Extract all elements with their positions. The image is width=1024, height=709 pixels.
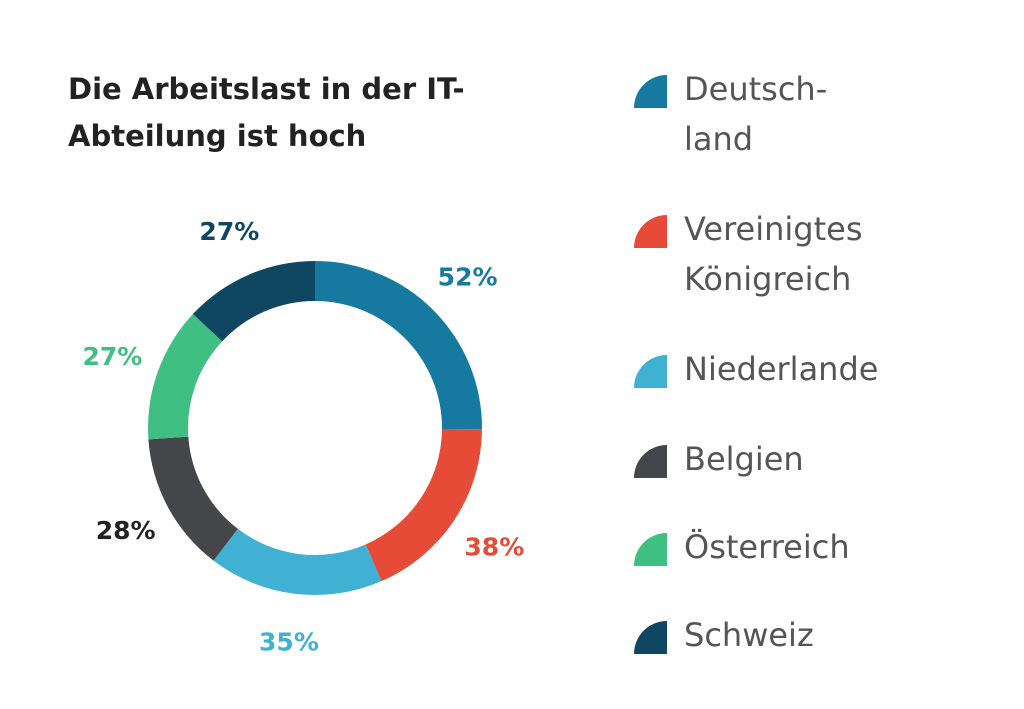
legend-label: Österreich bbox=[684, 528, 850, 566]
legend-label: Vereinigtes Königreich bbox=[684, 210, 863, 298]
donut-segment-4 bbox=[147, 314, 223, 440]
legend-label: Schweiz bbox=[684, 616, 814, 654]
donut-segment-5 bbox=[192, 261, 315, 342]
donut-segment-0 bbox=[315, 261, 482, 430]
legend-label: Deutsch-land bbox=[684, 70, 828, 158]
data-label: 38% bbox=[464, 533, 524, 562]
legend-label: Niederlande bbox=[684, 350, 879, 388]
donut-segment-2 bbox=[213, 528, 382, 596]
data-label: 27% bbox=[199, 217, 259, 246]
data-label: 52% bbox=[438, 263, 498, 292]
donut-segment-3 bbox=[148, 436, 238, 561]
data-label: 35% bbox=[259, 627, 319, 656]
data-label: 27% bbox=[82, 342, 142, 371]
donut-segment-1 bbox=[365, 428, 482, 582]
chart-title: Die Arbeitslast in der IT-Abteilung ist … bbox=[68, 72, 465, 153]
data-label: 28% bbox=[96, 516, 156, 545]
legend-label: Belgien bbox=[684, 440, 804, 478]
